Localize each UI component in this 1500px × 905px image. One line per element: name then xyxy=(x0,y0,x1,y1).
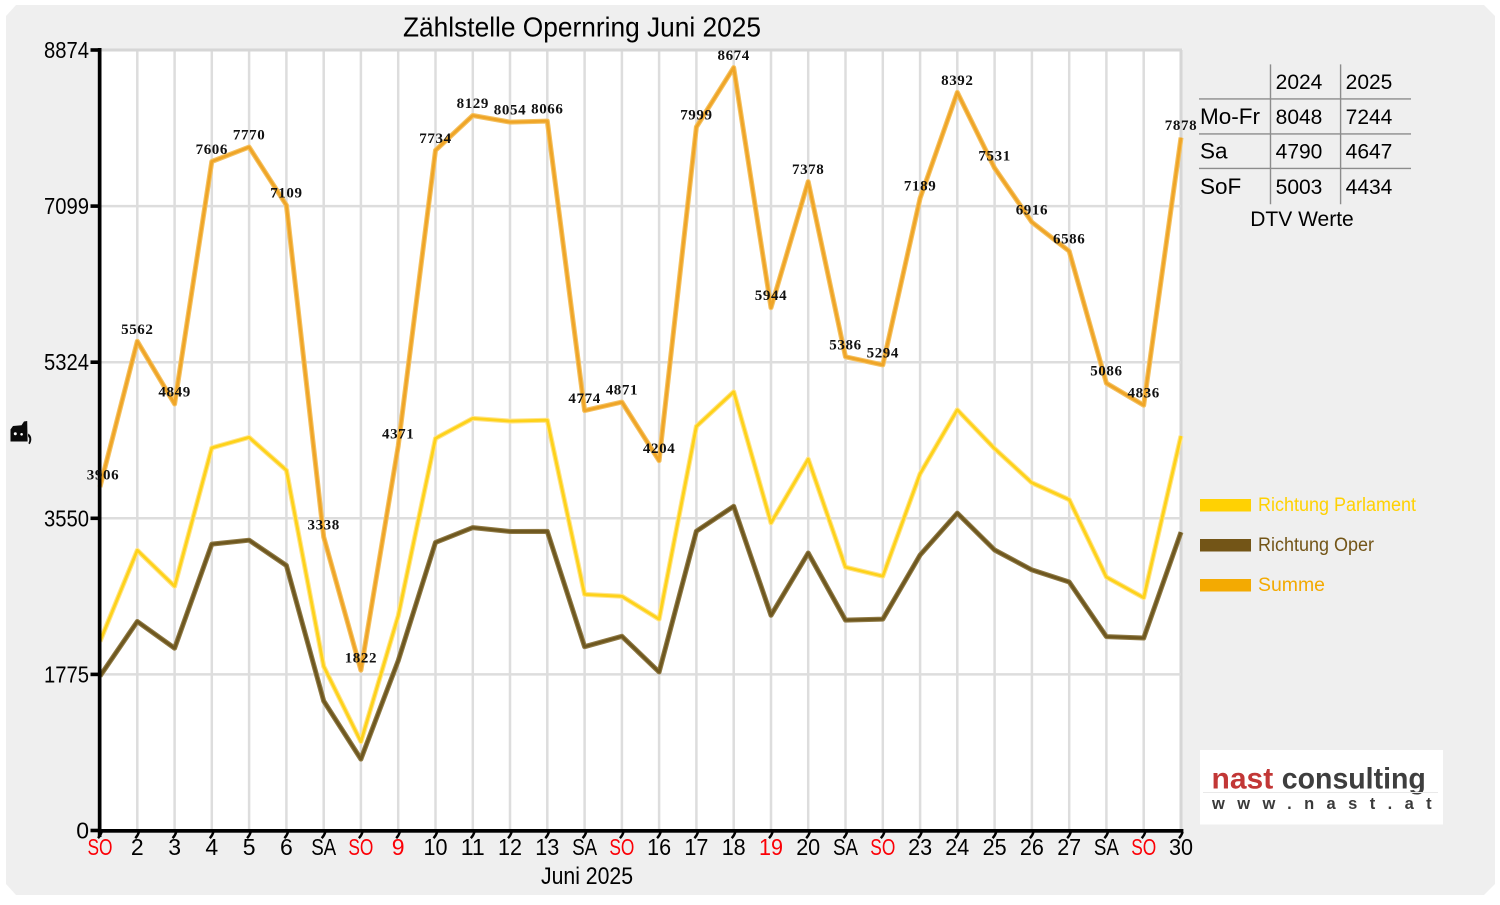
svg-text:2: 2 xyxy=(131,834,144,860)
svg-text:8392: 8392 xyxy=(941,73,973,89)
svg-text:4434: 4434 xyxy=(1346,176,1393,199)
svg-text:5086: 5086 xyxy=(1090,364,1122,380)
svg-text:4790: 4790 xyxy=(1276,141,1323,164)
svg-text:25: 25 xyxy=(983,834,1007,860)
svg-text:27: 27 xyxy=(1057,834,1081,860)
svg-text:SO: SO xyxy=(870,834,895,860)
svg-text:7999: 7999 xyxy=(680,108,712,124)
svg-text:12: 12 xyxy=(498,834,522,860)
svg-text:Sa: Sa xyxy=(1200,139,1228,164)
svg-text:Summe: Summe xyxy=(1258,575,1325,596)
svg-text:SO: SO xyxy=(348,834,373,860)
svg-text:4836: 4836 xyxy=(1127,386,1159,402)
svg-text:26: 26 xyxy=(1020,834,1044,860)
svg-text:SA: SA xyxy=(833,834,859,860)
svg-text:2024: 2024 xyxy=(1276,71,1323,94)
svg-text:7531: 7531 xyxy=(978,149,1010,165)
svg-text:SO: SO xyxy=(88,834,113,860)
svg-text:6586: 6586 xyxy=(1053,232,1085,248)
svg-text:7189: 7189 xyxy=(904,179,936,195)
svg-text:5944: 5944 xyxy=(755,288,787,304)
svg-text:13: 13 xyxy=(535,834,559,860)
svg-text:23: 23 xyxy=(908,834,932,860)
svg-text:24: 24 xyxy=(945,834,969,860)
svg-text:2025: 2025 xyxy=(1346,71,1393,94)
svg-text:9: 9 xyxy=(392,834,405,860)
svg-text:6916: 6916 xyxy=(1016,203,1048,219)
svg-text:10: 10 xyxy=(424,834,448,860)
svg-text:5294: 5294 xyxy=(867,345,899,361)
svg-text:11: 11 xyxy=(461,834,485,860)
svg-text:17: 17 xyxy=(684,834,708,860)
svg-text:Richtung Oper: Richtung Oper xyxy=(1258,535,1375,556)
svg-text:6: 6 xyxy=(280,834,293,860)
svg-text:4: 4 xyxy=(205,834,218,860)
svg-text:3906: 3906 xyxy=(87,468,119,484)
svg-text:SoF: SoF xyxy=(1200,174,1241,199)
svg-text:SA: SA xyxy=(1094,834,1120,860)
svg-text:7109: 7109 xyxy=(270,186,302,202)
svg-text:8066: 8066 xyxy=(531,102,563,118)
svg-text:consulting: consulting xyxy=(1282,763,1426,796)
svg-text:SA: SA xyxy=(572,834,598,860)
svg-text:18: 18 xyxy=(722,834,746,860)
svg-text:Mo-Fr: Mo-Fr xyxy=(1200,104,1260,129)
svg-text:7734: 7734 xyxy=(419,131,451,147)
svg-text:7244: 7244 xyxy=(1346,106,1393,129)
svg-text:Zählstelle Opernring Juni 2025: Zählstelle Opernring Juni 2025 xyxy=(403,12,761,43)
svg-text:5562: 5562 xyxy=(121,322,153,338)
svg-text:5: 5 xyxy=(243,834,256,860)
svg-text:1822: 1822 xyxy=(345,651,377,667)
svg-text:SA: SA xyxy=(311,834,337,860)
svg-text:7878: 7878 xyxy=(1165,118,1197,134)
svg-text:8874: 8874 xyxy=(44,37,89,63)
svg-text:8048: 8048 xyxy=(1276,106,1323,129)
svg-text:5386: 5386 xyxy=(829,337,861,353)
svg-text:7099: 7099 xyxy=(44,193,89,219)
svg-text:DTV Werte: DTV Werte xyxy=(1250,208,1353,231)
svg-text:4774: 4774 xyxy=(568,391,600,407)
svg-text:SO: SO xyxy=(1131,834,1156,860)
svg-text:nast: nast xyxy=(1212,763,1274,796)
svg-text:16: 16 xyxy=(647,834,671,860)
svg-text:8129: 8129 xyxy=(457,96,489,112)
svg-text:8054: 8054 xyxy=(494,103,526,119)
svg-text:3550: 3550 xyxy=(44,505,89,531)
svg-text:4204: 4204 xyxy=(643,441,675,457)
svg-text:0: 0 xyxy=(76,818,89,844)
svg-text:4647: 4647 xyxy=(1346,141,1393,164)
svg-text:19: 19 xyxy=(759,834,783,860)
svg-text:7378: 7378 xyxy=(792,162,824,178)
svg-text:20: 20 xyxy=(796,834,820,860)
svg-text:7606: 7606 xyxy=(196,142,228,158)
svg-text:8674: 8674 xyxy=(717,48,749,64)
svg-text:4371: 4371 xyxy=(382,427,414,443)
svg-text:3: 3 xyxy=(168,834,181,860)
svg-text:4849: 4849 xyxy=(158,385,190,401)
svg-text:3338: 3338 xyxy=(307,517,339,533)
svg-text:1775: 1775 xyxy=(44,661,89,687)
svg-text:Richtung Parlament: Richtung Parlament xyxy=(1258,495,1417,516)
svg-text:30: 30 xyxy=(1169,834,1193,860)
svg-text:5003: 5003 xyxy=(1276,176,1323,199)
svg-text:www.nast.at: www.nast.at xyxy=(1211,795,1444,813)
svg-text:Juni 2025: Juni 2025 xyxy=(541,863,633,890)
svg-text:7770: 7770 xyxy=(233,128,265,144)
svg-text:4871: 4871 xyxy=(606,383,638,399)
svg-text:5324: 5324 xyxy=(44,349,89,375)
svg-text:SO: SO xyxy=(609,834,634,860)
